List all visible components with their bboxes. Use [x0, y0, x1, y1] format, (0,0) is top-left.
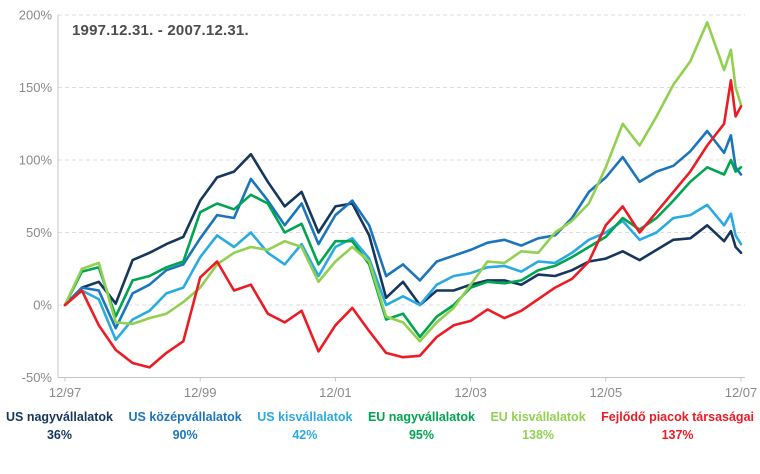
- legend-value: 90%: [172, 428, 198, 443]
- y-axis-label: 200%: [19, 8, 53, 23]
- legend-item: EU kisvállalatok 138%: [490, 408, 585, 444]
- legend-item: US középvállalatok 90%: [129, 408, 242, 444]
- chart-legend: US nagyvállalatok 36% US középvállalatok 90…: [0, 408, 760, 444]
- series-line-eu-large: [63, 158, 743, 339]
- x-axis-label: 12/05: [590, 385, 623, 400]
- legend-item: US kisvállalatok 42%: [257, 408, 352, 444]
- x-axis-label: 12/01: [319, 385, 352, 400]
- y-axis-label: 100%: [19, 153, 53, 168]
- series-line-us-small: [63, 203, 743, 342]
- legend-value: 137%: [661, 428, 694, 443]
- y-axis-label: 50%: [26, 225, 52, 240]
- line-chart: 200% 150% 100% 50% 0% -50%12/97 12/99 12/01 12/0…: [19, 8, 758, 401]
- x-axis-label: 12/99: [184, 385, 217, 400]
- legend-item: EU nagyvállalatok 95%: [368, 408, 475, 444]
- legend-value: 95%: [408, 428, 434, 443]
- series-line-emerging-markets: [63, 79, 743, 369]
- legend-value: 42%: [292, 428, 318, 443]
- y-axis-label: 0%: [33, 298, 52, 313]
- legend-value: 36%: [46, 428, 73, 443]
- y-axis-label: 150%: [19, 80, 53, 95]
- chart-title: 1997.12.31. - 2007.12.31.: [72, 22, 249, 39]
- legend-item: Fejlődő piacok társaságai 137%: [601, 408, 754, 444]
- legend-label: US kisvállalatok: [257, 410, 353, 424]
- x-axis-label: 12/07: [725, 385, 758, 400]
- series-line-us-mid: [63, 129, 743, 330]
- y-axis-label: -50%: [22, 370, 53, 385]
- legend-label: EU nagyvállalatok: [367, 410, 475, 424]
- legend-item: US nagyvállalatok 36%: [6, 408, 113, 444]
- legend-label: US nagyvállalatok: [6, 410, 113, 424]
- legend-label: EU kisvállalatok: [490, 410, 586, 424]
- legend-value: 138%: [522, 428, 555, 443]
- series-line-eu-small: [63, 20, 743, 343]
- legend-label: Fejlődő piacok társaságai: [601, 410, 754, 424]
- x-axis-label: 12/03: [454, 385, 487, 400]
- legend-label: US középvállalatok: [128, 410, 242, 424]
- x-axis-label: 12/97: [49, 385, 82, 400]
